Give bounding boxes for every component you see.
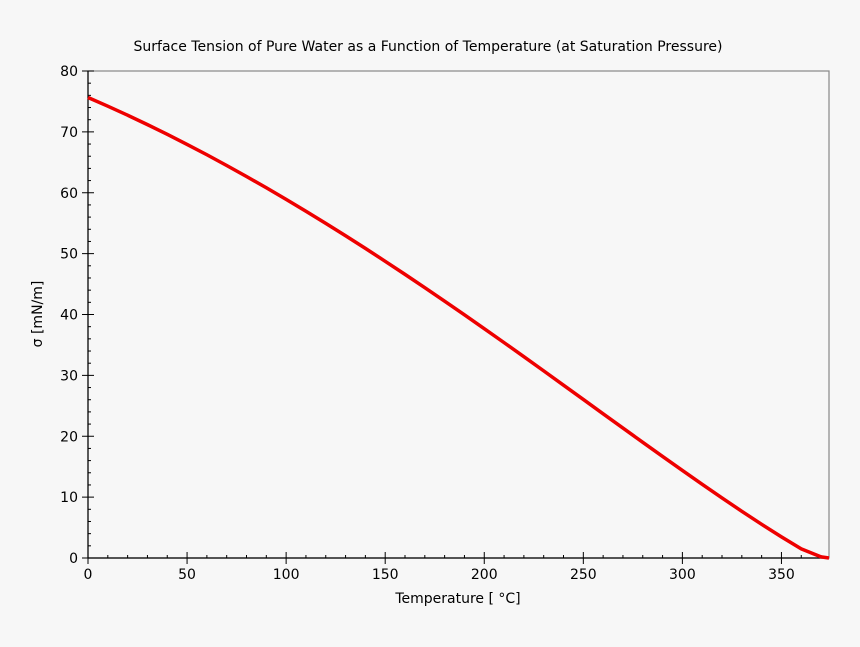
x-tick-label: 50 bbox=[178, 567, 196, 583]
y-tick-label: 50 bbox=[60, 247, 78, 263]
y-axis: 0 10 20 30 40 50 60 70 80 bbox=[60, 64, 94, 567]
x-tick-label: 150 bbox=[372, 567, 399, 583]
y-tick-label: 20 bbox=[60, 429, 78, 445]
x-tick-label: 350 bbox=[768, 567, 795, 583]
series-layer bbox=[87, 95, 830, 560]
y-tick-label: 0 bbox=[69, 551, 78, 567]
series-line-0 bbox=[87, 95, 830, 560]
plot-area-frame bbox=[87, 70, 830, 559]
y-tick-label: 60 bbox=[60, 186, 78, 202]
y-tick-label: 80 bbox=[60, 64, 78, 80]
y-axis-title: σ [mN/m] bbox=[30, 281, 46, 348]
x-axis: 0 50 100 150 200 250 300 350 bbox=[84, 552, 829, 583]
x-tick-label: 300 bbox=[669, 567, 696, 583]
x-tick-label: 200 bbox=[471, 567, 498, 583]
y-tick-label: 70 bbox=[60, 125, 78, 141]
y-tick-label: 10 bbox=[60, 490, 78, 506]
x-axis-title: Temperature [ °C] bbox=[394, 591, 520, 607]
x-tick-label: 100 bbox=[273, 567, 300, 583]
y-tick-label: 40 bbox=[60, 308, 78, 324]
chart-title: Surface Tension of Pure Water as a Funct… bbox=[134, 39, 723, 55]
x-tick-label: 0 bbox=[84, 567, 93, 583]
y-tick-label: 30 bbox=[60, 368, 78, 384]
x-tick-label: 250 bbox=[570, 567, 597, 583]
